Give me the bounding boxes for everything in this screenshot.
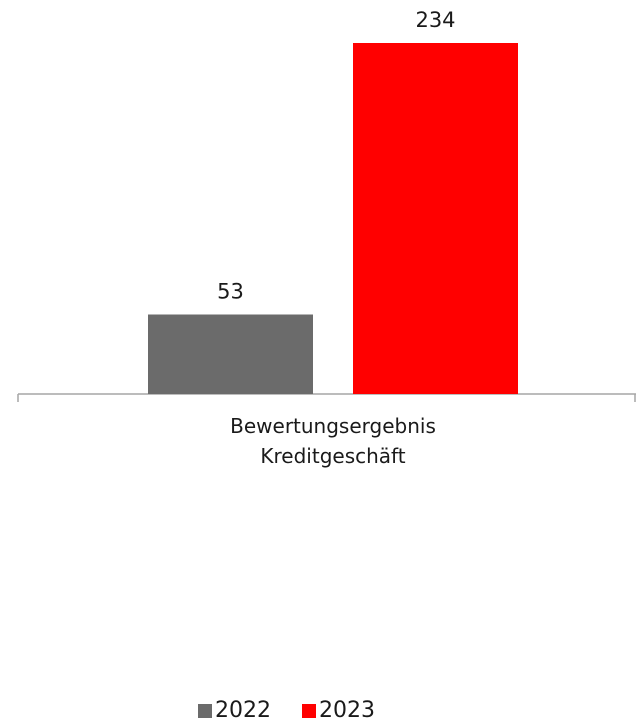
legend-item-2022: 2022 xyxy=(198,698,271,723)
legend-label-2023: 2023 xyxy=(319,698,375,723)
chart-data-labels: 53 234 xyxy=(217,8,455,304)
data-label-2023: 234 xyxy=(415,8,455,32)
bar-2022 xyxy=(148,314,313,394)
chart-legend: 2022 2023 xyxy=(198,698,375,723)
chart-axes xyxy=(17,393,636,402)
category-label-line-1: Bewertungsergebnis xyxy=(230,414,436,438)
category-label-line-2: Kreditgeschäft xyxy=(260,444,405,468)
data-label-2022: 53 xyxy=(217,280,244,304)
bar-2023 xyxy=(353,43,518,394)
legend-item-2023: 2023 xyxy=(302,698,375,723)
legend-swatch-2023 xyxy=(302,703,316,718)
legend-label-2022: 2022 xyxy=(215,698,271,723)
legend-swatch-2022 xyxy=(198,703,212,718)
chart-bars xyxy=(148,43,518,394)
chart-category-labels: Bewertungsergebnis Kreditgeschäft xyxy=(230,414,436,468)
